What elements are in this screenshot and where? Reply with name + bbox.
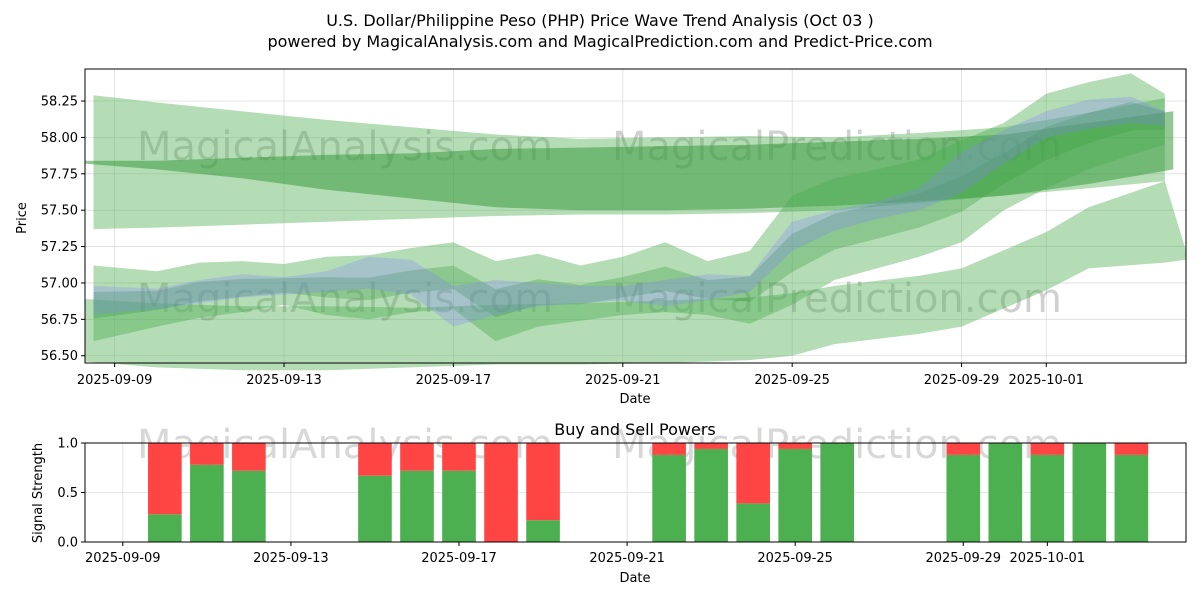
price-ytick-label-1: 56.75 bbox=[41, 313, 78, 328]
price-bands bbox=[85, 73, 1186, 371]
sell-bar-9 bbox=[694, 443, 728, 449]
sell-bar-17 bbox=[1114, 443, 1149, 455]
signal-y-ticks: 0.0 0.5 1.0 bbox=[57, 437, 85, 551]
price-ytick-label-6: 58.00 bbox=[41, 131, 78, 146]
price-ytick-label-4: 57.50 bbox=[41, 204, 78, 219]
buy-bar-7 bbox=[526, 520, 560, 542]
signal-x-ticks: 2025-09-09 2025-09-13 2025-09-17 2025-09-21… bbox=[85, 542, 1085, 566]
price-grid bbox=[85, 69, 1186, 363]
chart-title-line1: U.S. Dollar/Philippine Peso (PHP) Price … bbox=[326, 11, 874, 30]
price-xtick-label-5: 2025-09-29 bbox=[924, 373, 1000, 388]
buy-bar-17 bbox=[1114, 454, 1149, 542]
price-ytick-label-5: 57.75 bbox=[41, 167, 78, 182]
signal-y-axis-label: Signal Strength bbox=[31, 443, 46, 543]
buy-bar-0 bbox=[148, 514, 182, 542]
signal-xtick-label-3: 2025-09-21 bbox=[589, 551, 665, 566]
sell-bar-11 bbox=[778, 443, 812, 449]
signal-x-axis-label: Date bbox=[619, 571, 650, 586]
price-watermark-left-lower: MagicalAnalysis.com bbox=[137, 276, 553, 322]
buy-bar-8 bbox=[652, 454, 686, 542]
signal-ytick-label-0: 0.0 bbox=[57, 536, 78, 551]
price-y-ticks: 56.50 56.75 57.00 57.25 57.50 57.75 58.00 58.25 bbox=[41, 95, 85, 364]
price-xtick-label-3: 2025-09-21 bbox=[585, 373, 661, 388]
price-band-3 bbox=[93, 73, 1165, 342]
price-y-axis-label: Price bbox=[15, 202, 30, 234]
buy-bar-5 bbox=[442, 470, 476, 542]
signal-xtick-label-1: 2025-09-13 bbox=[253, 551, 329, 566]
signal-chart-title: Buy and Sell Powers bbox=[554, 420, 716, 439]
signal-xtick-label-6: 2025-10-01 bbox=[1010, 551, 1086, 566]
buy-bar-13 bbox=[946, 454, 981, 542]
sell-bar-0 bbox=[148, 443, 182, 515]
sell-bar-6 bbox=[484, 443, 518, 542]
signal-xtick-label-5: 2025-09-29 bbox=[925, 551, 1001, 566]
signal-chart: Buy and Sell Powers MagicalAnalysis.com … bbox=[31, 420, 1187, 586]
sell-bar-4 bbox=[400, 443, 434, 471]
sell-bar-5 bbox=[442, 443, 476, 471]
price-xtick-label-4: 2025-09-25 bbox=[754, 373, 830, 388]
sell-bar-8 bbox=[652, 443, 686, 455]
price-xtick-label-6: 2025-10-01 bbox=[1008, 373, 1084, 388]
buy-bar-10 bbox=[736, 503, 770, 542]
sell-bar-3 bbox=[358, 443, 392, 476]
sell-bar-2 bbox=[232, 443, 266, 471]
price-xtick-label-1: 2025-09-13 bbox=[246, 373, 322, 388]
price-band-2 bbox=[85, 181, 1186, 371]
price-ytick-label-2: 57.00 bbox=[41, 276, 78, 291]
sell-bar-15 bbox=[1030, 443, 1065, 455]
buy-bar-12 bbox=[820, 443, 855, 542]
price-band-4 bbox=[93, 96, 1165, 327]
signal-bars bbox=[148, 443, 1149, 542]
price-x-axis-label: Date bbox=[619, 392, 650, 407]
buy-bar-1 bbox=[190, 464, 224, 542]
signal-ytick-label-2: 1.0 bbox=[57, 437, 78, 452]
signal-xtick-label-4: 2025-09-25 bbox=[757, 551, 833, 566]
chart-title-line2: powered by MagicalAnalysis.com and Magic… bbox=[267, 32, 932, 51]
price-ytick-label-7: 58.25 bbox=[41, 95, 78, 110]
price-plot-frame bbox=[84, 68, 1187, 364]
buy-bar-11 bbox=[778, 448, 812, 542]
buy-bar-4 bbox=[400, 470, 434, 542]
buy-bar-14 bbox=[988, 443, 1023, 542]
signal-ytick-label-1: 0.5 bbox=[57, 486, 78, 501]
price-x-ticks: 2025-09-09 2025-09-13 2025-09-17 2025-09-21… bbox=[77, 363, 1084, 388]
price-chart: MagicalAnalysis.com MagicalPrediction.co… bbox=[15, 68, 1187, 407]
price-ytick-label-3: 57.25 bbox=[41, 240, 78, 255]
buy-bar-15 bbox=[1030, 454, 1065, 542]
buy-bar-9 bbox=[694, 448, 728, 542]
sell-bar-13 bbox=[946, 443, 981, 455]
price-band-1 bbox=[85, 111, 1174, 211]
price-plot-background bbox=[85, 69, 1186, 363]
sell-bar-7 bbox=[526, 443, 560, 521]
buy-bar-2 bbox=[232, 470, 266, 542]
signal-xtick-label-0: 2025-09-09 bbox=[85, 551, 161, 566]
sell-bar-10 bbox=[736, 443, 770, 504]
price-watermark-right-lower: MagicalPrediction.com bbox=[612, 276, 1062, 322]
price-xtick-label-2: 2025-09-17 bbox=[416, 373, 492, 388]
buy-bar-16 bbox=[1072, 443, 1107, 542]
price-xtick-label-0: 2025-09-09 bbox=[77, 373, 153, 388]
sell-bar-1 bbox=[190, 443, 224, 465]
signal-xtick-label-2: 2025-09-17 bbox=[421, 551, 497, 566]
price-band-inner-3 bbox=[93, 101, 1165, 319]
price-ytick-label-0: 56.50 bbox=[41, 349, 78, 364]
buy-bar-3 bbox=[358, 475, 392, 542]
